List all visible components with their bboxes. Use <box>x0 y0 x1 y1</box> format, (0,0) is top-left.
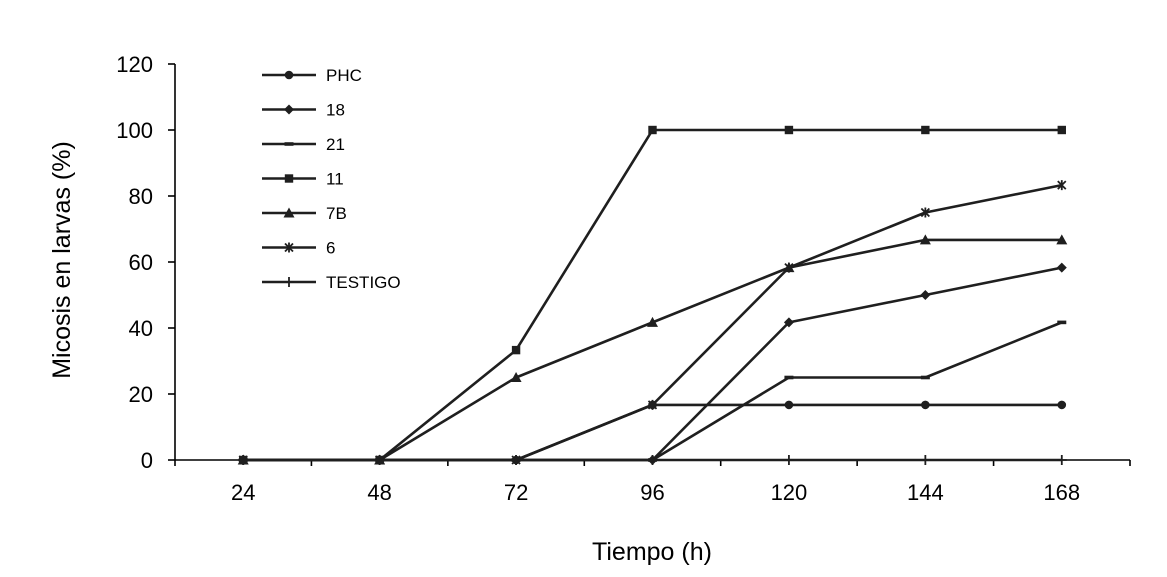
y-tick-label: 40 <box>129 316 153 341</box>
x-tick-label: 96 <box>640 480 664 505</box>
marker-plus <box>284 277 294 287</box>
legend-label: 18 <box>326 101 345 120</box>
legend-item: 6 <box>262 239 335 258</box>
series-line <box>243 266 1063 462</box>
marker-dash <box>284 142 294 146</box>
legend-item: 21 <box>262 135 345 154</box>
marker-asterisk <box>511 455 521 465</box>
marker-dash <box>920 375 930 380</box>
marker-plus <box>783 455 794 465</box>
legend-item: TESTIGO <box>262 273 401 292</box>
legend-label: 6 <box>326 239 335 258</box>
y-tick-label: 100 <box>116 118 153 143</box>
legend-item: 7B <box>262 204 347 223</box>
marker-square <box>784 125 794 135</box>
series-line <box>243 403 1062 462</box>
marker-plus <box>920 455 931 465</box>
legend-label: 7B <box>326 204 347 223</box>
legend-item: 11 <box>262 170 344 189</box>
x-tick-label: 48 <box>367 480 391 505</box>
marker-square <box>921 125 930 135</box>
x-tick-label: 120 <box>771 480 808 505</box>
legend-label: PHC <box>326 66 362 85</box>
marker-diamond <box>783 317 794 328</box>
marker-dash <box>648 458 657 462</box>
marker-diamond <box>1056 262 1067 273</box>
x-tick-label: 144 <box>907 480 944 505</box>
marker-square <box>1057 125 1066 135</box>
legend-item: PHC <box>262 66 362 85</box>
y-tick-label: 0 <box>141 448 153 473</box>
series-11 <box>239 125 1066 465</box>
marker-triangle <box>510 372 522 382</box>
y-tick-label: 20 <box>129 382 153 407</box>
legend-label: TESTIGO <box>326 273 401 292</box>
legend-label: 21 <box>326 135 345 154</box>
marker-circle <box>921 400 930 410</box>
marker-diamond <box>920 290 931 300</box>
marker-triangle <box>1056 234 1068 245</box>
marker-circle <box>784 400 794 410</box>
marker-square <box>648 125 657 135</box>
marker-asterisk <box>1057 180 1067 191</box>
x-axis-title: Tiempo (h) <box>592 538 712 566</box>
marker-circle <box>284 70 294 80</box>
series-18 <box>238 262 1067 465</box>
x-tick-label: 72 <box>504 480 528 505</box>
marker-square <box>375 455 384 465</box>
series-7b <box>237 234 1068 465</box>
series-line <box>243 321 1063 462</box>
marker-square <box>511 345 521 355</box>
x-ticks: 24 48 72 96 120 144 168 <box>174 460 1131 505</box>
marker-asterisk <box>647 399 658 410</box>
marker-dash <box>784 375 794 380</box>
marker-asterisk <box>920 207 930 218</box>
y-tick-label: 120 <box>116 52 153 77</box>
marker-plus <box>1056 455 1067 465</box>
series-line <box>243 128 1062 462</box>
marker-circle <box>1057 400 1067 410</box>
marker-square <box>284 174 294 183</box>
series-21 <box>238 320 1067 462</box>
marker-triangle <box>283 207 295 218</box>
legend-label: 11 <box>326 170 344 189</box>
y-axis-title: Micosis en larvas (%) <box>48 141 76 379</box>
marker-dash <box>1057 320 1067 325</box>
x-tick-label: 168 <box>1043 480 1080 505</box>
series-group <box>237 125 1068 465</box>
y-tick-label: 80 <box>129 184 153 209</box>
series-phc <box>238 400 1067 465</box>
marker-triangle <box>919 234 931 245</box>
x-tick-label: 24 <box>231 480 255 505</box>
marker-diamond <box>284 104 294 115</box>
marker-asterisk <box>284 242 294 253</box>
y-tick-label: 60 <box>129 250 153 275</box>
marker-square <box>239 455 248 465</box>
legend: PHC 18 21 11 7B 6 TESTIGO <box>262 66 401 292</box>
legend-item: 18 <box>262 101 345 120</box>
y-ticks: 0 20 40 60 80 100 120 <box>116 52 175 473</box>
marker-asterisk <box>784 262 794 273</box>
marker-triangle <box>647 316 658 327</box>
